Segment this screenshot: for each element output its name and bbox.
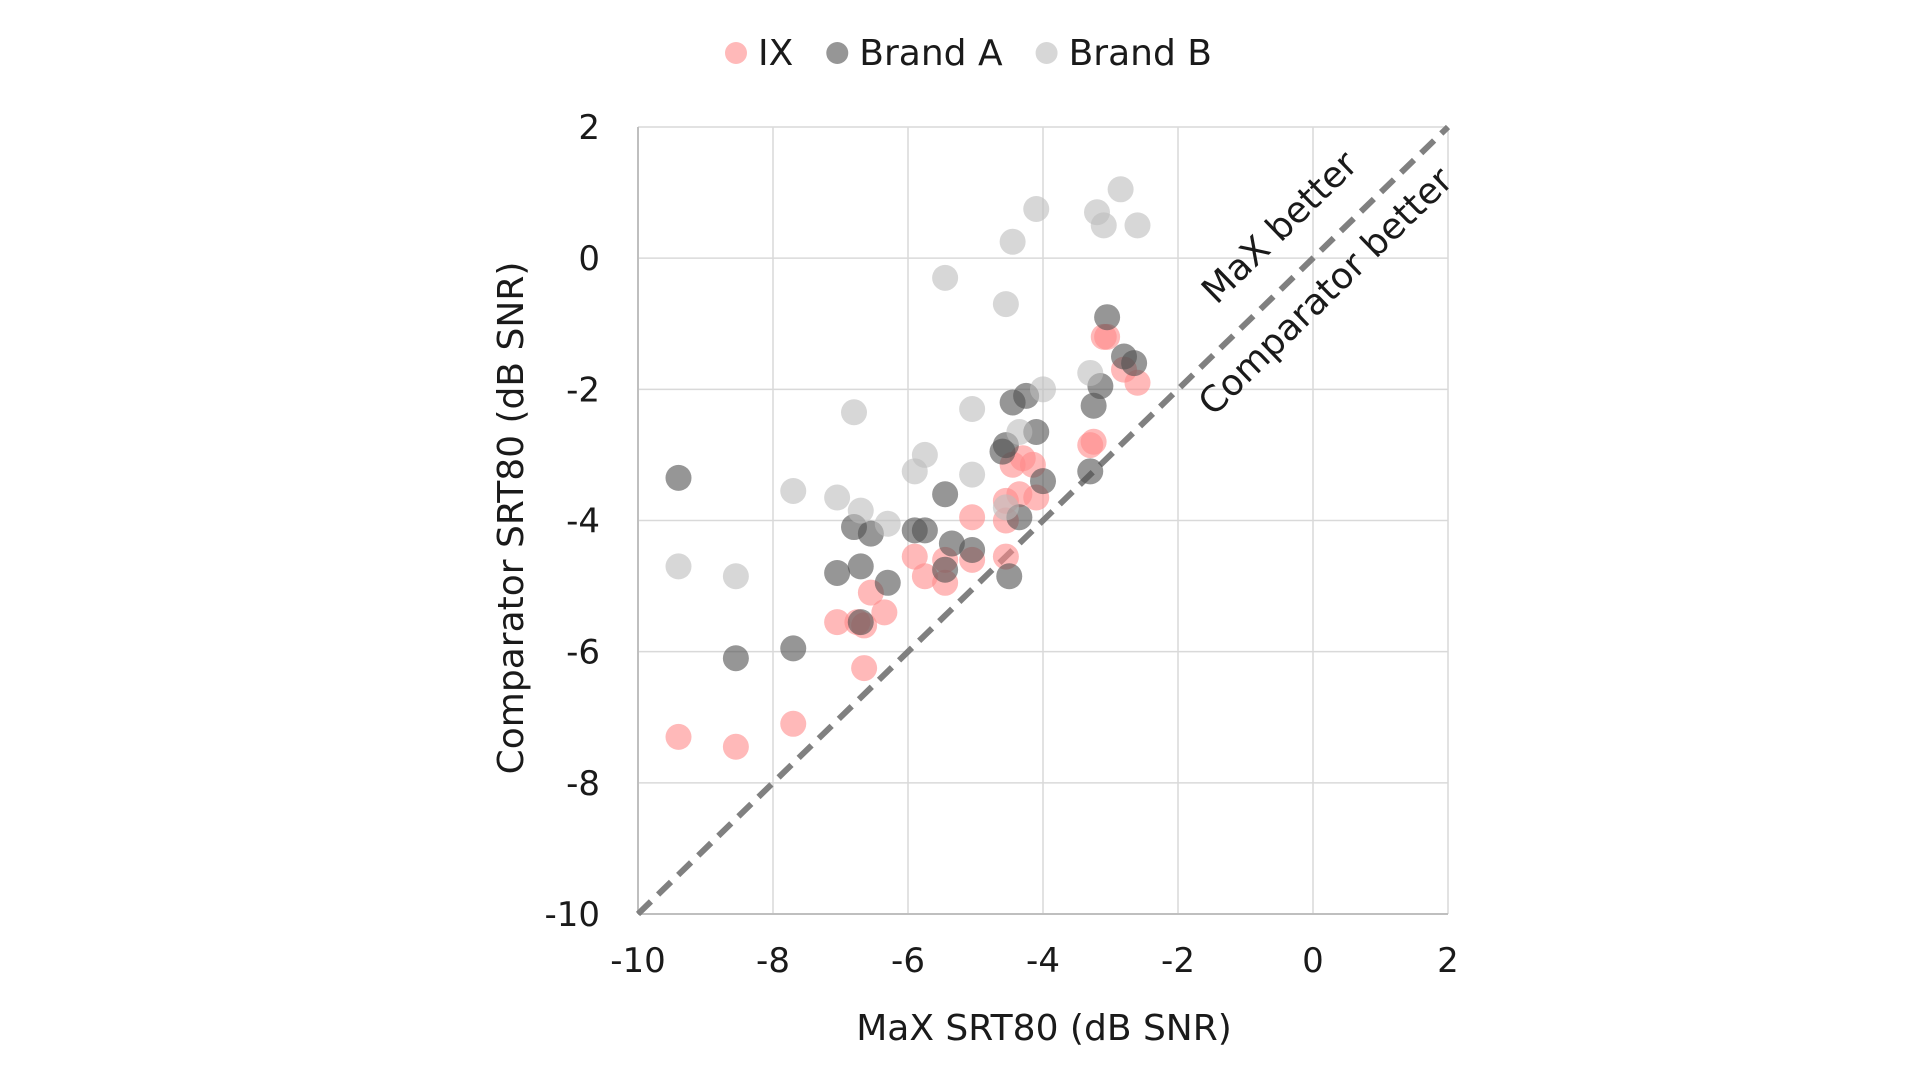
point-brand-a	[847, 609, 874, 636]
point-brand-a	[959, 537, 986, 564]
point-ix	[851, 655, 878, 682]
point-brand-a	[932, 556, 959, 583]
point-ix	[780, 710, 807, 737]
y-tick-label: -6	[566, 633, 600, 673]
point-ix	[911, 563, 938, 590]
point-ix	[1080, 428, 1107, 455]
axes: -10 -8 -6 -4 -2 0 2 -10 -8 -6 -4 -2 0 2	[544, 108, 1458, 981]
legend-marker-brand-b	[1035, 42, 1058, 64]
y-tick-label: -4	[566, 502, 600, 542]
point-brand-b	[847, 497, 874, 524]
data-points	[665, 176, 1151, 760]
x-tick-label: 0	[1302, 941, 1324, 981]
point-brand-b	[874, 510, 901, 537]
point-brand-b	[992, 494, 1019, 521]
y-tick-label: 2	[578, 108, 600, 148]
point-brand-a	[780, 635, 807, 662]
reference-line	[635, 124, 1451, 917]
point-brand-a	[932, 481, 959, 508]
point-brand-b	[999, 228, 1026, 255]
point-brand-a	[1121, 350, 1148, 377]
legend-label-brand-b: Brand B	[1069, 33, 1212, 74]
point-ix	[722, 733, 749, 760]
point-ix	[871, 599, 898, 626]
point-brand-a	[996, 563, 1023, 590]
point-brand-b	[841, 399, 867, 426]
point-brand-a	[911, 517, 938, 544]
x-tick-label: -6	[891, 941, 925, 981]
point-ix	[959, 504, 986, 531]
x-tick-label: -2	[1161, 941, 1195, 981]
point-brand-b	[1124, 212, 1151, 239]
y-tick-label: -8	[566, 764, 600, 804]
y-tick-label: 0	[578, 239, 600, 279]
point-brand-b	[1077, 359, 1104, 386]
point-brand-b	[959, 396, 986, 423]
point-brand-b	[1030, 376, 1056, 403]
y-tick-label: -2	[566, 370, 600, 410]
point-brand-b	[932, 264, 959, 291]
point-brand-b	[1006, 418, 1033, 445]
x-tick-label: -4	[1026, 941, 1060, 981]
point-brand-b	[1023, 195, 1050, 222]
point-brand-b	[780, 477, 807, 504]
point-brand-b	[911, 441, 938, 468]
point-brand-a	[1094, 304, 1121, 331]
point-brand-b	[665, 553, 692, 580]
legend: IX Brand A Brand B	[725, 33, 1212, 74]
point-brand-a	[938, 530, 965, 557]
point-brand-a	[824, 559, 851, 586]
point-brand-a	[874, 569, 901, 596]
point-brand-a	[847, 553, 874, 580]
y-tick-label: -10	[544, 895, 600, 935]
point-brand-a	[1030, 468, 1056, 495]
point-brand-a	[1077, 458, 1104, 485]
x-axis-label: MaX SRT80 (dB SNR)	[856, 1008, 1232, 1049]
point-ix	[1124, 369, 1151, 396]
legend-marker-ix	[725, 42, 747, 64]
point-ix	[665, 723, 692, 750]
point-brand-b	[722, 563, 749, 590]
point-ix	[901, 543, 928, 570]
legend-marker-brand-a	[826, 42, 849, 64]
legend-label-ix: IX	[758, 33, 793, 74]
x-tick-label: 2	[1437, 941, 1459, 981]
x-tick-label: -10	[610, 941, 666, 981]
point-brand-b	[959, 461, 986, 488]
point-ix	[824, 609, 851, 636]
point-brand-b	[824, 484, 851, 511]
point-brand-a	[1080, 392, 1107, 419]
point-ix	[992, 543, 1019, 570]
annotations: MaX better Comparator better	[1191, 143, 1461, 423]
legend-label-brand-a: Brand A	[859, 33, 1003, 74]
point-brand-a	[722, 645, 749, 672]
point-brand-b	[1107, 176, 1134, 203]
y-axis-label: Comparator SRT80 (dB SNR)	[491, 262, 532, 775]
point-ix	[1094, 323, 1121, 350]
x-tick-label: -8	[756, 941, 790, 981]
reference-line-group	[635, 124, 1451, 917]
point-brand-b	[1090, 212, 1117, 239]
point-brand-a	[665, 464, 692, 491]
point-brand-b	[992, 291, 1019, 318]
